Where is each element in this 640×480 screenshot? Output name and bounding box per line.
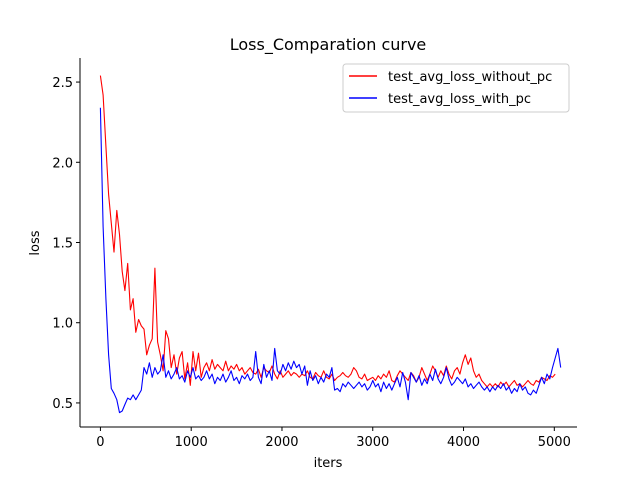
y-tick-label: 1.0 [52, 317, 73, 332]
x-tick-label: 5000 [538, 435, 571, 450]
x-tick-label: 4000 [447, 435, 480, 450]
plot-area: 0 1000 2000 3000 4000 5000 0.5 1.0 1.5 2.0 2.5 [52, 58, 577, 450]
y-tick-label: 2.5 [52, 76, 73, 91]
y-tick-label: 2.0 [52, 156, 73, 171]
y-axis-label: loss [28, 230, 43, 255]
series-line-with-pc [99, 107, 562, 414]
y-tick-label: 1.5 [52, 237, 73, 252]
legend-frame [342, 63, 570, 113]
series-layer [99, 75, 562, 414]
x-tick-label: 0 [96, 435, 104, 450]
x-axis-ticks: 0 1000 2000 3000 4000 5000 [96, 427, 571, 450]
x-tick-label: 1000 [175, 435, 208, 450]
legend: test_avg_loss_without_pc test_avg_loss_w… [342, 63, 570, 113]
y-tick-label: 0.5 [52, 397, 73, 412]
series-line-without-pc [99, 75, 556, 388]
legend-label-with-pc: test_avg_loss_with_pc [388, 92, 531, 107]
x-axis-label: iters [314, 456, 343, 471]
x-tick-label: 3000 [356, 435, 389, 450]
legend-label-without-pc: test_avg_loss_without_pc [388, 70, 552, 85]
chart-title: Loss_Comparation curve [230, 35, 427, 55]
x-tick-label: 2000 [265, 435, 298, 450]
y-axis-ticks: 0.5 1.0 1.5 2.0 2.5 [52, 76, 80, 412]
